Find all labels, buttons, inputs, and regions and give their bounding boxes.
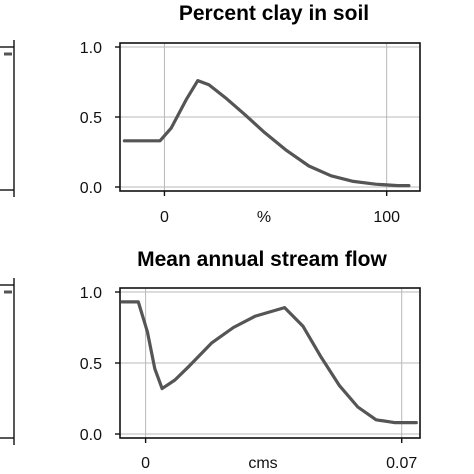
panel-stream-flow: Mean annual stream flow 0.00.51.0 0 0.07 … [80, 248, 421, 472]
x-tick-label: 0 [160, 209, 169, 226]
panel-percent-clay: Percent clay in soil 0.0 0.5 1.0 0 100 % [80, 2, 421, 226]
x-tick-label: 100 [373, 209, 400, 226]
panel-title: Percent clay in soil [179, 2, 369, 25]
x-axis-label: cms [248, 455, 277, 472]
y-tick-label: 0.5 [80, 110, 102, 127]
x-tick-label: 0.07 [386, 455, 417, 472]
y-tick-label: 0.0 [80, 427, 102, 444]
x-axis-label: % [257, 209, 271, 226]
panel-title: Mean annual stream flow [137, 248, 387, 271]
x-axis: 0 100 [160, 191, 400, 226]
x-tick-label: 0 [141, 455, 150, 472]
series-line [122, 79, 411, 188]
grid [120, 43, 420, 191]
left-partial-panels [0, 40, 15, 445]
series-line [120, 300, 418, 425]
y-tick-label: 0.0 [80, 180, 102, 197]
x-axis: 0 0.07 [141, 438, 417, 472]
y-axis: 0.0 0.5 1.0 [80, 40, 120, 197]
y-axis: 0.0 0.5 1.0 [80, 285, 120, 444]
y-tick-label: 1.0 [80, 285, 102, 302]
y-tick-label: 0.5 [80, 356, 102, 373]
y-tick-label: 1.0 [80, 40, 102, 57]
grid [120, 288, 420, 438]
